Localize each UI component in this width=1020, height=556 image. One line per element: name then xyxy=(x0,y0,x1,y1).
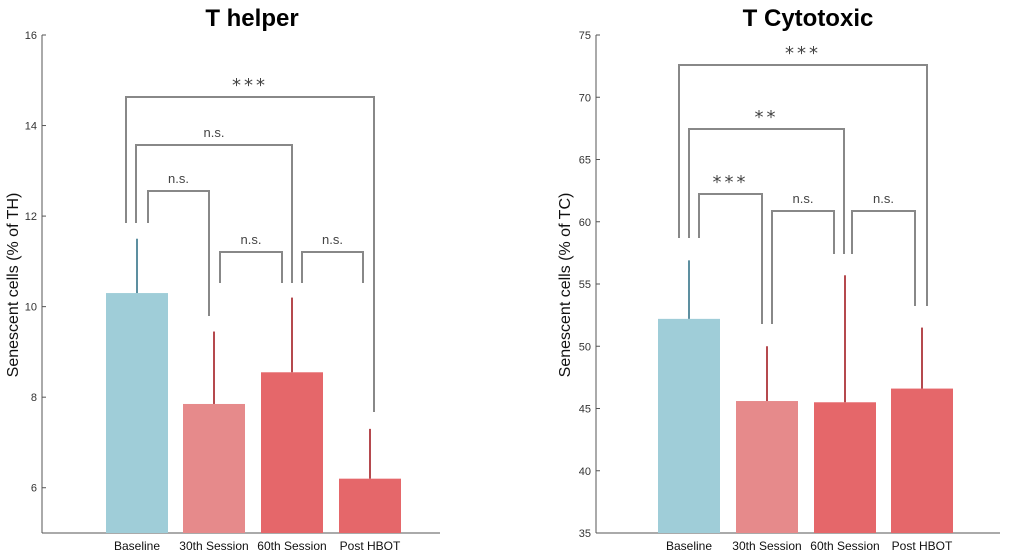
y-tick-label: 55 xyxy=(579,279,591,291)
chart-t-cytotoxic: T Cytotoxic Senescent cells (% of TC) 35… xyxy=(557,5,1000,553)
significance-bracket xyxy=(698,193,763,324)
significance-bracket xyxy=(688,128,845,254)
x-tick-label: Post HBOT xyxy=(892,539,953,553)
x-tick-label: 60th Session xyxy=(810,539,879,553)
bar xyxy=(183,403,245,533)
bar xyxy=(736,401,798,533)
plot-area: 6 8 10 12 14 16 Baseline 30th Session 60th Sessi… xyxy=(25,30,440,553)
significance-label: *** xyxy=(232,75,268,96)
chart-t-helper: T helper Senescent cells (% of TH) 6 8 10 1… xyxy=(5,5,440,553)
x-tick-label: Baseline xyxy=(666,539,712,553)
bar xyxy=(106,293,168,533)
y-tick-label: 12 xyxy=(25,211,37,223)
significance-bracket xyxy=(135,144,293,283)
bar xyxy=(814,402,876,533)
x-tick-label: Post HBOT xyxy=(340,539,401,553)
significance-label: n.s. xyxy=(204,125,225,140)
significance-label: n.s. xyxy=(168,171,189,186)
x-tick-label: 30th Session xyxy=(732,539,801,553)
y-axis-label: Senescent cells (% of TH) xyxy=(5,193,22,378)
y-tick-label: 8 xyxy=(31,392,37,404)
significance-bracket xyxy=(771,210,835,324)
significance-bracket xyxy=(678,64,928,306)
bar xyxy=(261,372,323,533)
significance-label: ** xyxy=(755,107,779,128)
significance-bracket xyxy=(125,96,375,412)
y-tick-label: 40 xyxy=(579,466,591,478)
y-tick-label: 45 xyxy=(579,404,591,416)
bar xyxy=(891,388,953,533)
y-tick-label: 14 xyxy=(25,121,37,133)
significance-label: n.s. xyxy=(241,232,262,247)
y-tick-label: 70 xyxy=(579,92,591,104)
significance-label: n.s. xyxy=(322,232,343,247)
x-tick-label: 30th Session xyxy=(179,539,248,553)
y-tick-label: 6 xyxy=(31,483,37,495)
bar xyxy=(339,478,401,533)
significance-bracket xyxy=(219,251,283,283)
significance-label: n.s. xyxy=(873,191,894,206)
y-tick-label: 65 xyxy=(579,155,591,167)
significance-bracket xyxy=(301,251,364,283)
significance-bracket xyxy=(851,210,916,306)
significance-bracket xyxy=(147,190,210,316)
y-tick-label: 16 xyxy=(25,30,37,42)
significance-label: *** xyxy=(713,172,749,193)
y-tick-label: 75 xyxy=(579,30,591,42)
significance-label: *** xyxy=(785,43,821,64)
chart-title: T Cytotoxic xyxy=(743,5,874,32)
y-axis-label: Senescent cells (% of TC) xyxy=(557,193,574,378)
x-tick-label: Baseline xyxy=(114,539,160,553)
y-tick-label: 35 xyxy=(579,528,591,540)
y-tick-label: 60 xyxy=(579,217,591,229)
chart-title: T helper xyxy=(205,5,298,32)
y-tick-label: 10 xyxy=(25,302,37,314)
bar xyxy=(658,318,720,533)
plot-area: 35 40 45 50 55 60 65 70 75 Baseline 30th Session 60… xyxy=(579,30,1000,553)
y-tick-label: 50 xyxy=(579,341,591,353)
significance-label: n.s. xyxy=(793,191,814,206)
x-tick-label: 60th Session xyxy=(257,539,326,553)
